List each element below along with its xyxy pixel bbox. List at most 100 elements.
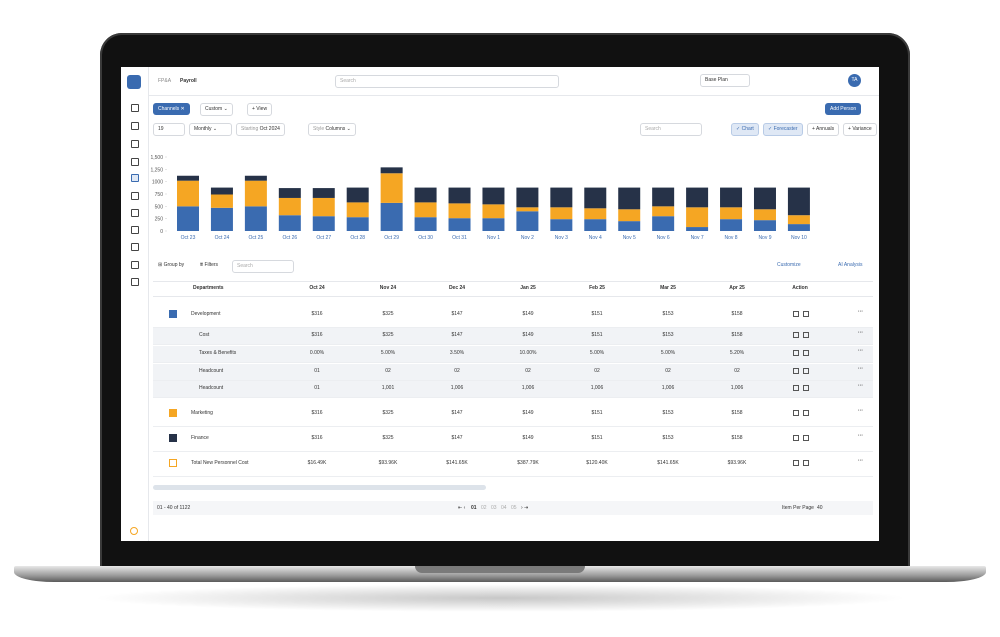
nav-icon[interactable] [131,243,139,251]
x-tick-label: Oct 29 [384,235,399,241]
action-icon[interactable] [803,332,809,338]
toggle[interactable]: ✓ Chart [731,123,759,136]
view-button[interactable]: + View [247,103,273,116]
add-button[interactable]: Add Person [825,103,862,115]
nav-icon[interactable] [131,140,139,148]
bar [720,187,743,208]
period-select[interactable]: Monthly ⌄ [189,123,232,136]
action-icon[interactable] [793,368,799,374]
nav-icon[interactable] [131,209,139,217]
bar [278,215,301,231]
row-icon [169,310,177,318]
action-icon[interactable] [793,350,799,356]
breadcrumb[interactable]: FP&A [158,78,172,84]
customize[interactable]: Customize [777,262,801,268]
action-icon[interactable] [803,368,809,374]
page[interactable]: 04 [501,505,507,511]
action-icon[interactable] [803,350,809,356]
shadow [90,584,910,612]
count-input[interactable]: 19 [153,123,185,136]
bar [618,187,641,210]
page[interactable]: 01 [471,505,477,511]
plan-select[interactable]: Base Plan [700,74,750,87]
action-icon[interactable] [803,311,809,317]
action-icon[interactable] [803,385,809,391]
page[interactable]: 05 [511,505,517,511]
action-icon[interactable] [803,435,809,441]
tab[interactable]: Channels ✕ [153,103,190,115]
more-menu[interactable]: ··· [858,348,863,354]
toggle[interactable]: ✓ Forecaster [763,123,803,136]
more-menu[interactable]: ··· [858,458,863,464]
tab[interactable]: Custom ⌄ [200,103,233,116]
cell: $387.79K [517,460,539,466]
nav-icon[interactable] [131,278,139,286]
nav-icon[interactable] [131,226,139,234]
more-menu[interactable]: ··· [858,383,863,389]
cell: $316 [311,311,323,317]
action-icon[interactable] [793,460,799,466]
cell: $149 [522,435,534,441]
action-icon[interactable] [803,410,809,416]
row [153,431,873,452]
cell: 01 [314,368,320,374]
per-page[interactable]: 40 [817,505,823,511]
action-icon[interactable] [793,435,799,441]
action-icon[interactable] [793,311,799,317]
x-tick-label: Oct 31 [452,235,467,241]
toggle[interactable]: + Variance [843,123,877,136]
nav-icon[interactable] [131,104,139,112]
x-tick-label: Nov 5 [623,235,636,241]
search-box[interactable]: Search [232,260,294,273]
style-select[interactable]: Style Columns ⌄ [308,123,356,136]
filters[interactable]: ⩸ Filters [200,262,219,268]
page-next[interactable]: › ⇥ [521,505,529,511]
starting-select[interactable]: Starting Oct 2024 [236,123,285,136]
nav-icon[interactable] [131,192,139,200]
cell: $325 [382,435,394,441]
column-header: Feb 25 [589,285,605,291]
x-tick-label: Oct 27 [316,235,331,241]
toggle[interactable]: + Annuals [807,123,840,136]
action-icon[interactable] [803,460,809,466]
cell: 1,001 [381,385,395,391]
tab-label: Channels [158,106,180,112]
row-icon [169,409,177,417]
row-label: Marketing [191,410,213,416]
cell: 1,006 [590,385,604,391]
more-menu[interactable]: ··· [858,309,863,315]
action-icon[interactable] [793,332,799,338]
page[interactable]: 03 [491,505,497,511]
range: 01 - 40 of 1122 [157,505,191,511]
bar [244,175,267,181]
more-menu[interactable]: ··· [858,408,863,414]
search-box[interactable]: Search [640,123,702,136]
more-menu[interactable]: ··· [858,330,863,336]
search-box[interactable]: Search [335,75,559,88]
page[interactable]: 02 [481,505,487,511]
group-by[interactable]: ⊞ Group by [158,262,185,268]
cell: $16.49K [307,460,327,466]
avatar[interactable]: TA [848,74,861,87]
page-prev[interactable]: ⇤ ‹ [458,505,466,511]
action-icon[interactable] [793,385,799,391]
breadcrumb[interactable]: Payroll [180,78,197,84]
row-label: Headcount [199,368,224,374]
ai-analysis[interactable]: AI Analysis [838,262,862,268]
nav-icon[interactable] [131,261,139,269]
row-label: Total New Personnel Cost [191,460,249,466]
nav-icon[interactable] [131,174,139,182]
nav-icon[interactable] [131,158,139,166]
cell: 5.00% [589,350,605,356]
more-menu[interactable]: ··· [858,366,863,372]
column-header: Oct 24 [309,285,325,291]
nav-icon[interactable] [131,122,139,130]
bar [618,209,641,222]
action-icon[interactable] [793,410,799,416]
scrollbar[interactable] [153,485,486,490]
cell: $325 [382,410,394,416]
more-menu[interactable]: ··· [858,433,863,439]
logo[interactable] [127,75,141,89]
bar [516,187,539,208]
cell: $149 [522,410,534,416]
